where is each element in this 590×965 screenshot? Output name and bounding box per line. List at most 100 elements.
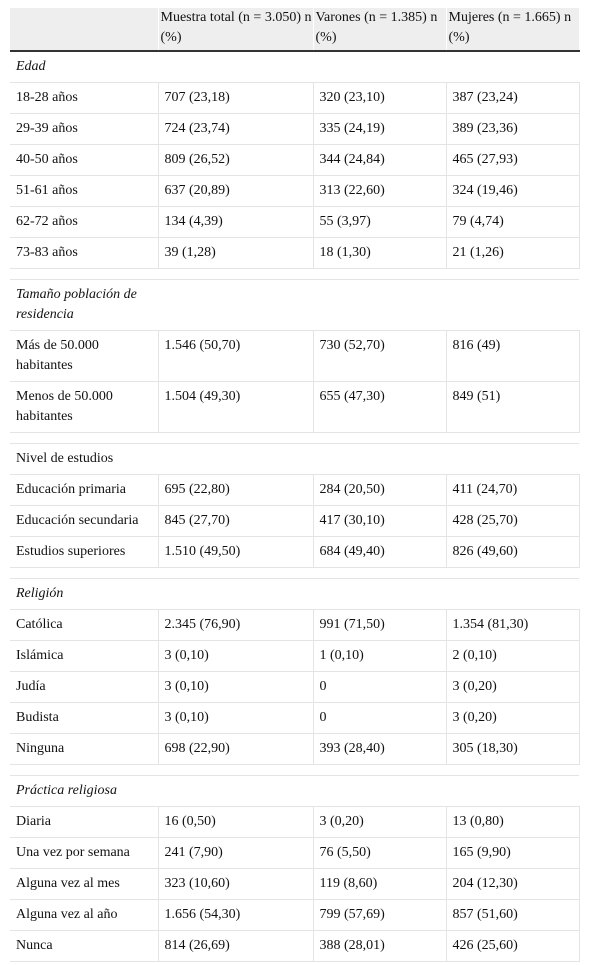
- value-cell: 387 (23,24): [446, 82, 580, 114]
- row-label-cell: 62-72 años: [10, 206, 159, 238]
- value-cell: 814 (26,69): [158, 930, 314, 962]
- row-label-cell: Judía: [10, 671, 159, 703]
- row-label-cell: 40-50 años: [10, 144, 159, 176]
- value-cell: 313 (22,60): [313, 175, 447, 207]
- section-row: Religión: [10, 578, 579, 610]
- value-cell: 3 (0,10): [158, 671, 314, 703]
- row-label-cell: 18-28 años: [10, 82, 159, 114]
- value-cell: 1.354 (81,30): [446, 609, 580, 641]
- header-cell-women: Mujeres (n = 1.665) n (%): [446, 8, 580, 52]
- section-filler-cell: [313, 578, 446, 610]
- table-row: Ninguna 698 (22,90) 393 (28,40) 305 (18,30): [10, 733, 580, 765]
- value-cell: 389 (23,36): [446, 113, 580, 145]
- table-row: 18-28 años 707 (23,18) 320 (23,10) 387 (23,…: [10, 82, 580, 114]
- row-label-cell: Islámica: [10, 640, 159, 672]
- row-label-cell: Alguna vez al mes: [10, 868, 159, 900]
- row-label-cell: Ninguna: [10, 733, 159, 765]
- section-filler-cell: [446, 51, 579, 83]
- spacer-cell: [10, 567, 579, 579]
- row-label-cell: Estudios superiores: [10, 536, 159, 568]
- value-cell: 411 (24,70): [446, 474, 580, 506]
- value-cell: 707 (23,18): [158, 82, 314, 114]
- section-filler-cell: [446, 775, 579, 807]
- section-filler-cell: [446, 578, 579, 610]
- section-row: Nivel de estudios: [10, 443, 579, 475]
- row-label-cell: Católica: [10, 609, 159, 641]
- section-filler-cell: [446, 443, 579, 475]
- section-filler-cell: [313, 51, 446, 83]
- section-title: Nivel de estudios: [10, 443, 158, 475]
- table-row: Judía 3 (0,10) 0 3 (0,20): [10, 671, 580, 703]
- section-filler-cell: [158, 279, 313, 331]
- row-label-cell: 29-39 años: [10, 113, 159, 145]
- section-filler-cell: [313, 279, 446, 331]
- row-label-cell: 51-61 años: [10, 175, 159, 207]
- value-cell: 816 (49): [446, 330, 580, 382]
- value-cell: 637 (20,89): [158, 175, 314, 207]
- spacer-cell: [10, 268, 579, 280]
- value-cell: 324 (19,46): [446, 175, 580, 207]
- header-cell-total: Muestra total (n = 3.050) n (%): [158, 8, 314, 52]
- value-cell: 134 (4,39): [158, 206, 314, 238]
- value-cell: 698 (22,90): [158, 733, 314, 765]
- value-cell: 695 (22,80): [158, 474, 314, 506]
- value-cell: 849 (51): [446, 381, 580, 433]
- table-row: Budista 3 (0,10) 0 3 (0,20): [10, 702, 580, 734]
- value-cell: 724 (23,74): [158, 113, 314, 145]
- header-cell-men: Varones (n = 1.385) n (%): [313, 8, 447, 52]
- section-title: Religión: [10, 578, 158, 610]
- section-filler-cell: [446, 279, 579, 331]
- table-row: Nunca 814 (26,69) 388 (28,01) 426 (25,60): [10, 930, 580, 962]
- value-cell: 165 (9,90): [446, 837, 580, 869]
- section-title: Tamaño población de residencia: [10, 279, 158, 331]
- table-body: Edad 18-28 años 707 (23,18) 320 (23,10) 387 …: [10, 51, 580, 962]
- row-label-cell: Más de 50.000 habitantes: [10, 330, 159, 382]
- section-row: Tamaño población de residencia: [10, 279, 579, 331]
- table-row: Educación secundaria 845 (27,70) 417 (30,1…: [10, 505, 580, 537]
- section-spacer: [10, 567, 579, 579]
- value-cell: 3 (0,10): [158, 702, 314, 734]
- row-label-cell: Menos de 50.000 habitantes: [10, 381, 159, 433]
- table-row: Una vez por semana 241 (7,90) 76 (5,50) 165…: [10, 837, 580, 869]
- section-row: Edad: [10, 51, 579, 83]
- value-cell: 344 (24,84): [313, 144, 447, 176]
- value-cell: 809 (26,52): [158, 144, 314, 176]
- value-cell: 393 (28,40): [313, 733, 447, 765]
- value-cell: 3 (0,20): [446, 671, 580, 703]
- value-cell: 426 (25,60): [446, 930, 580, 962]
- value-cell: 119 (8,60): [313, 868, 447, 900]
- value-cell: 1.510 (49,50): [158, 536, 314, 568]
- section-spacer: [10, 268, 579, 280]
- spacer-cell: [10, 432, 579, 444]
- value-cell: 0: [313, 702, 447, 734]
- section-filler-cell: [158, 443, 313, 475]
- value-cell: 79 (4,74): [446, 206, 580, 238]
- row-label-cell: Budista: [10, 702, 159, 734]
- table-header: Muestra total (n = 3.050) n (%) Varones …: [10, 8, 580, 52]
- value-cell: 284 (20,50): [313, 474, 447, 506]
- table-row: Alguna vez al año 1.656 (54,30) 799 (57,69…: [10, 899, 580, 931]
- table-row: 73-83 años 39 (1,28) 18 (1,30) 21 (1,26): [10, 237, 580, 269]
- value-cell: 3 (0,20): [446, 702, 580, 734]
- section-filler-cell: [158, 51, 313, 83]
- value-cell: 845 (27,70): [158, 505, 314, 537]
- value-cell: 76 (5,50): [313, 837, 447, 869]
- value-cell: 857 (51,60): [446, 899, 580, 931]
- value-cell: 241 (7,90): [158, 837, 314, 869]
- value-cell: 0: [313, 671, 447, 703]
- section-title: Práctica religiosa: [10, 775, 158, 807]
- value-cell: 1.504 (49,30): [158, 381, 314, 433]
- value-cell: 428 (25,70): [446, 505, 580, 537]
- value-cell: 204 (12,30): [446, 868, 580, 900]
- value-cell: 21 (1,26): [446, 237, 580, 269]
- value-cell: 305 (18,30): [446, 733, 580, 765]
- table-row: 29-39 años 724 (23,74) 335 (24,19) 389 (23,…: [10, 113, 580, 145]
- value-cell: 16 (0,50): [158, 806, 314, 838]
- value-cell: 826 (49,60): [446, 536, 580, 568]
- value-cell: 417 (30,10): [313, 505, 447, 537]
- row-label-cell: Diaria: [10, 806, 159, 838]
- value-cell: 2 (0,10): [446, 640, 580, 672]
- value-cell: 730 (52,70): [313, 330, 447, 382]
- table-row: Islámica 3 (0,10) 1 (0,10) 2 (0,10): [10, 640, 580, 672]
- value-cell: 320 (23,10): [313, 82, 447, 114]
